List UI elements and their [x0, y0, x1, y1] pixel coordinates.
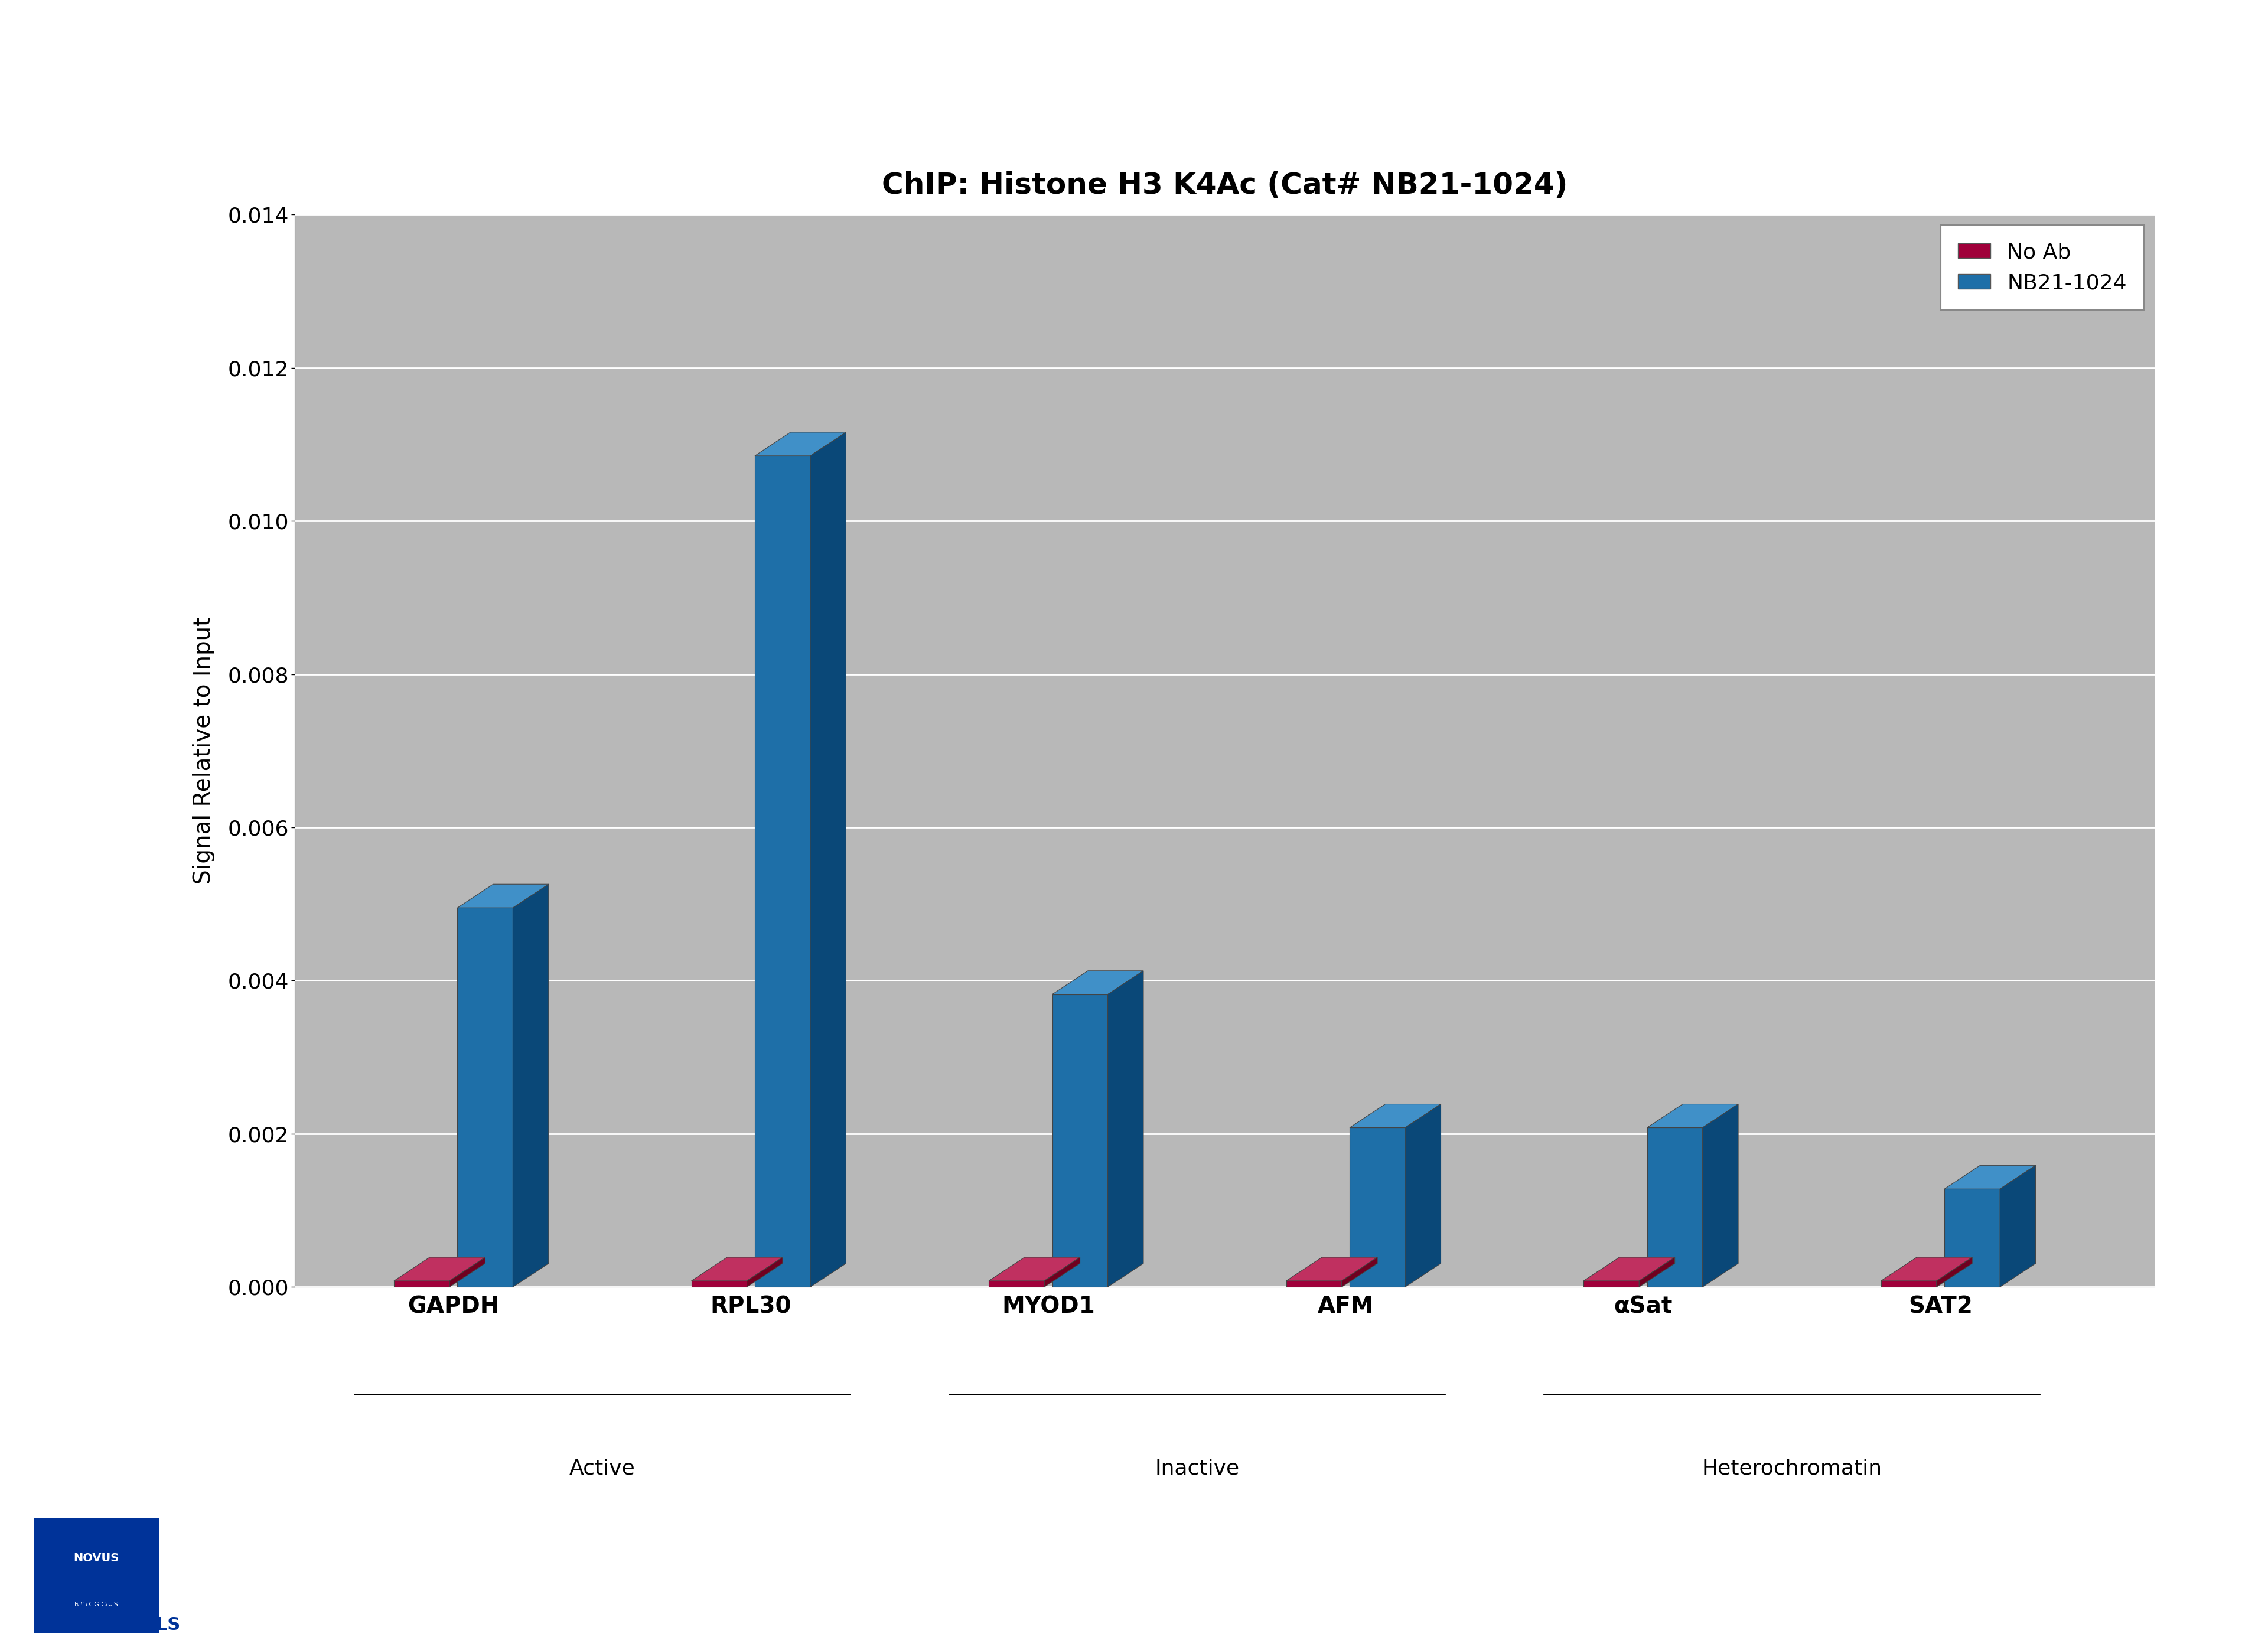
Bar [1647, 1127, 1703, 1287]
Bar [692, 1280, 746, 1287]
Polygon shape [1640, 1257, 1674, 1287]
Text: NOVUS: NOVUS [73, 1553, 120, 1564]
Text: Inactive: Inactive [1154, 1459, 1238, 1478]
Polygon shape [1043, 1257, 1080, 1287]
Polygon shape [1052, 970, 1143, 995]
Bar [755, 455, 810, 1287]
Polygon shape [513, 884, 549, 1287]
Text: BIOLOGICALS: BIOLOGICALS [75, 1602, 118, 1607]
Polygon shape [1583, 1257, 1674, 1280]
Polygon shape [746, 1257, 782, 1287]
Polygon shape [449, 1257, 485, 1287]
Polygon shape [1107, 970, 1143, 1287]
Title: ChIP: Histone H3 K4Ac (Cat# NB21-1024): ChIP: Histone H3 K4Ac (Cat# NB21-1024) [882, 172, 1567, 200]
Bar [1944, 1190, 2000, 1287]
Bar [1349, 1127, 1406, 1287]
Polygon shape [458, 884, 549, 908]
Bar [1880, 1280, 1937, 1287]
Polygon shape [1703, 1104, 1737, 1287]
Polygon shape [1286, 1257, 1377, 1280]
Polygon shape [1406, 1104, 1440, 1287]
Y-axis label: Signal Relative to Input: Signal Relative to Input [193, 617, 215, 884]
Bar [1052, 995, 1107, 1287]
Polygon shape [989, 1257, 1080, 1280]
Bar [989, 1280, 1043, 1287]
Text: Active: Active [569, 1459, 635, 1478]
Polygon shape [755, 432, 846, 455]
Polygon shape [395, 1257, 485, 1280]
Text: Heterochromatin: Heterochromatin [1701, 1459, 1882, 1478]
Polygon shape [1349, 1104, 1440, 1127]
Polygon shape [1647, 1104, 1737, 1127]
Polygon shape [2000, 1165, 2037, 1287]
Legend: No Ab, NB21-1024: No Ab, NB21-1024 [1941, 224, 2143, 310]
Bar [1286, 1280, 1343, 1287]
Bar [395, 1280, 449, 1287]
Polygon shape [1944, 1165, 2037, 1190]
Polygon shape [1937, 1257, 1973, 1287]
Bar [458, 908, 513, 1287]
Polygon shape [1343, 1257, 1377, 1287]
Polygon shape [692, 1257, 782, 1280]
Polygon shape [1880, 1257, 1973, 1280]
Bar [1583, 1280, 1640, 1287]
Text: NOVUS
BIOLOGICALS: NOVUS BIOLOGICALS [45, 1597, 179, 1633]
Polygon shape [810, 432, 846, 1287]
